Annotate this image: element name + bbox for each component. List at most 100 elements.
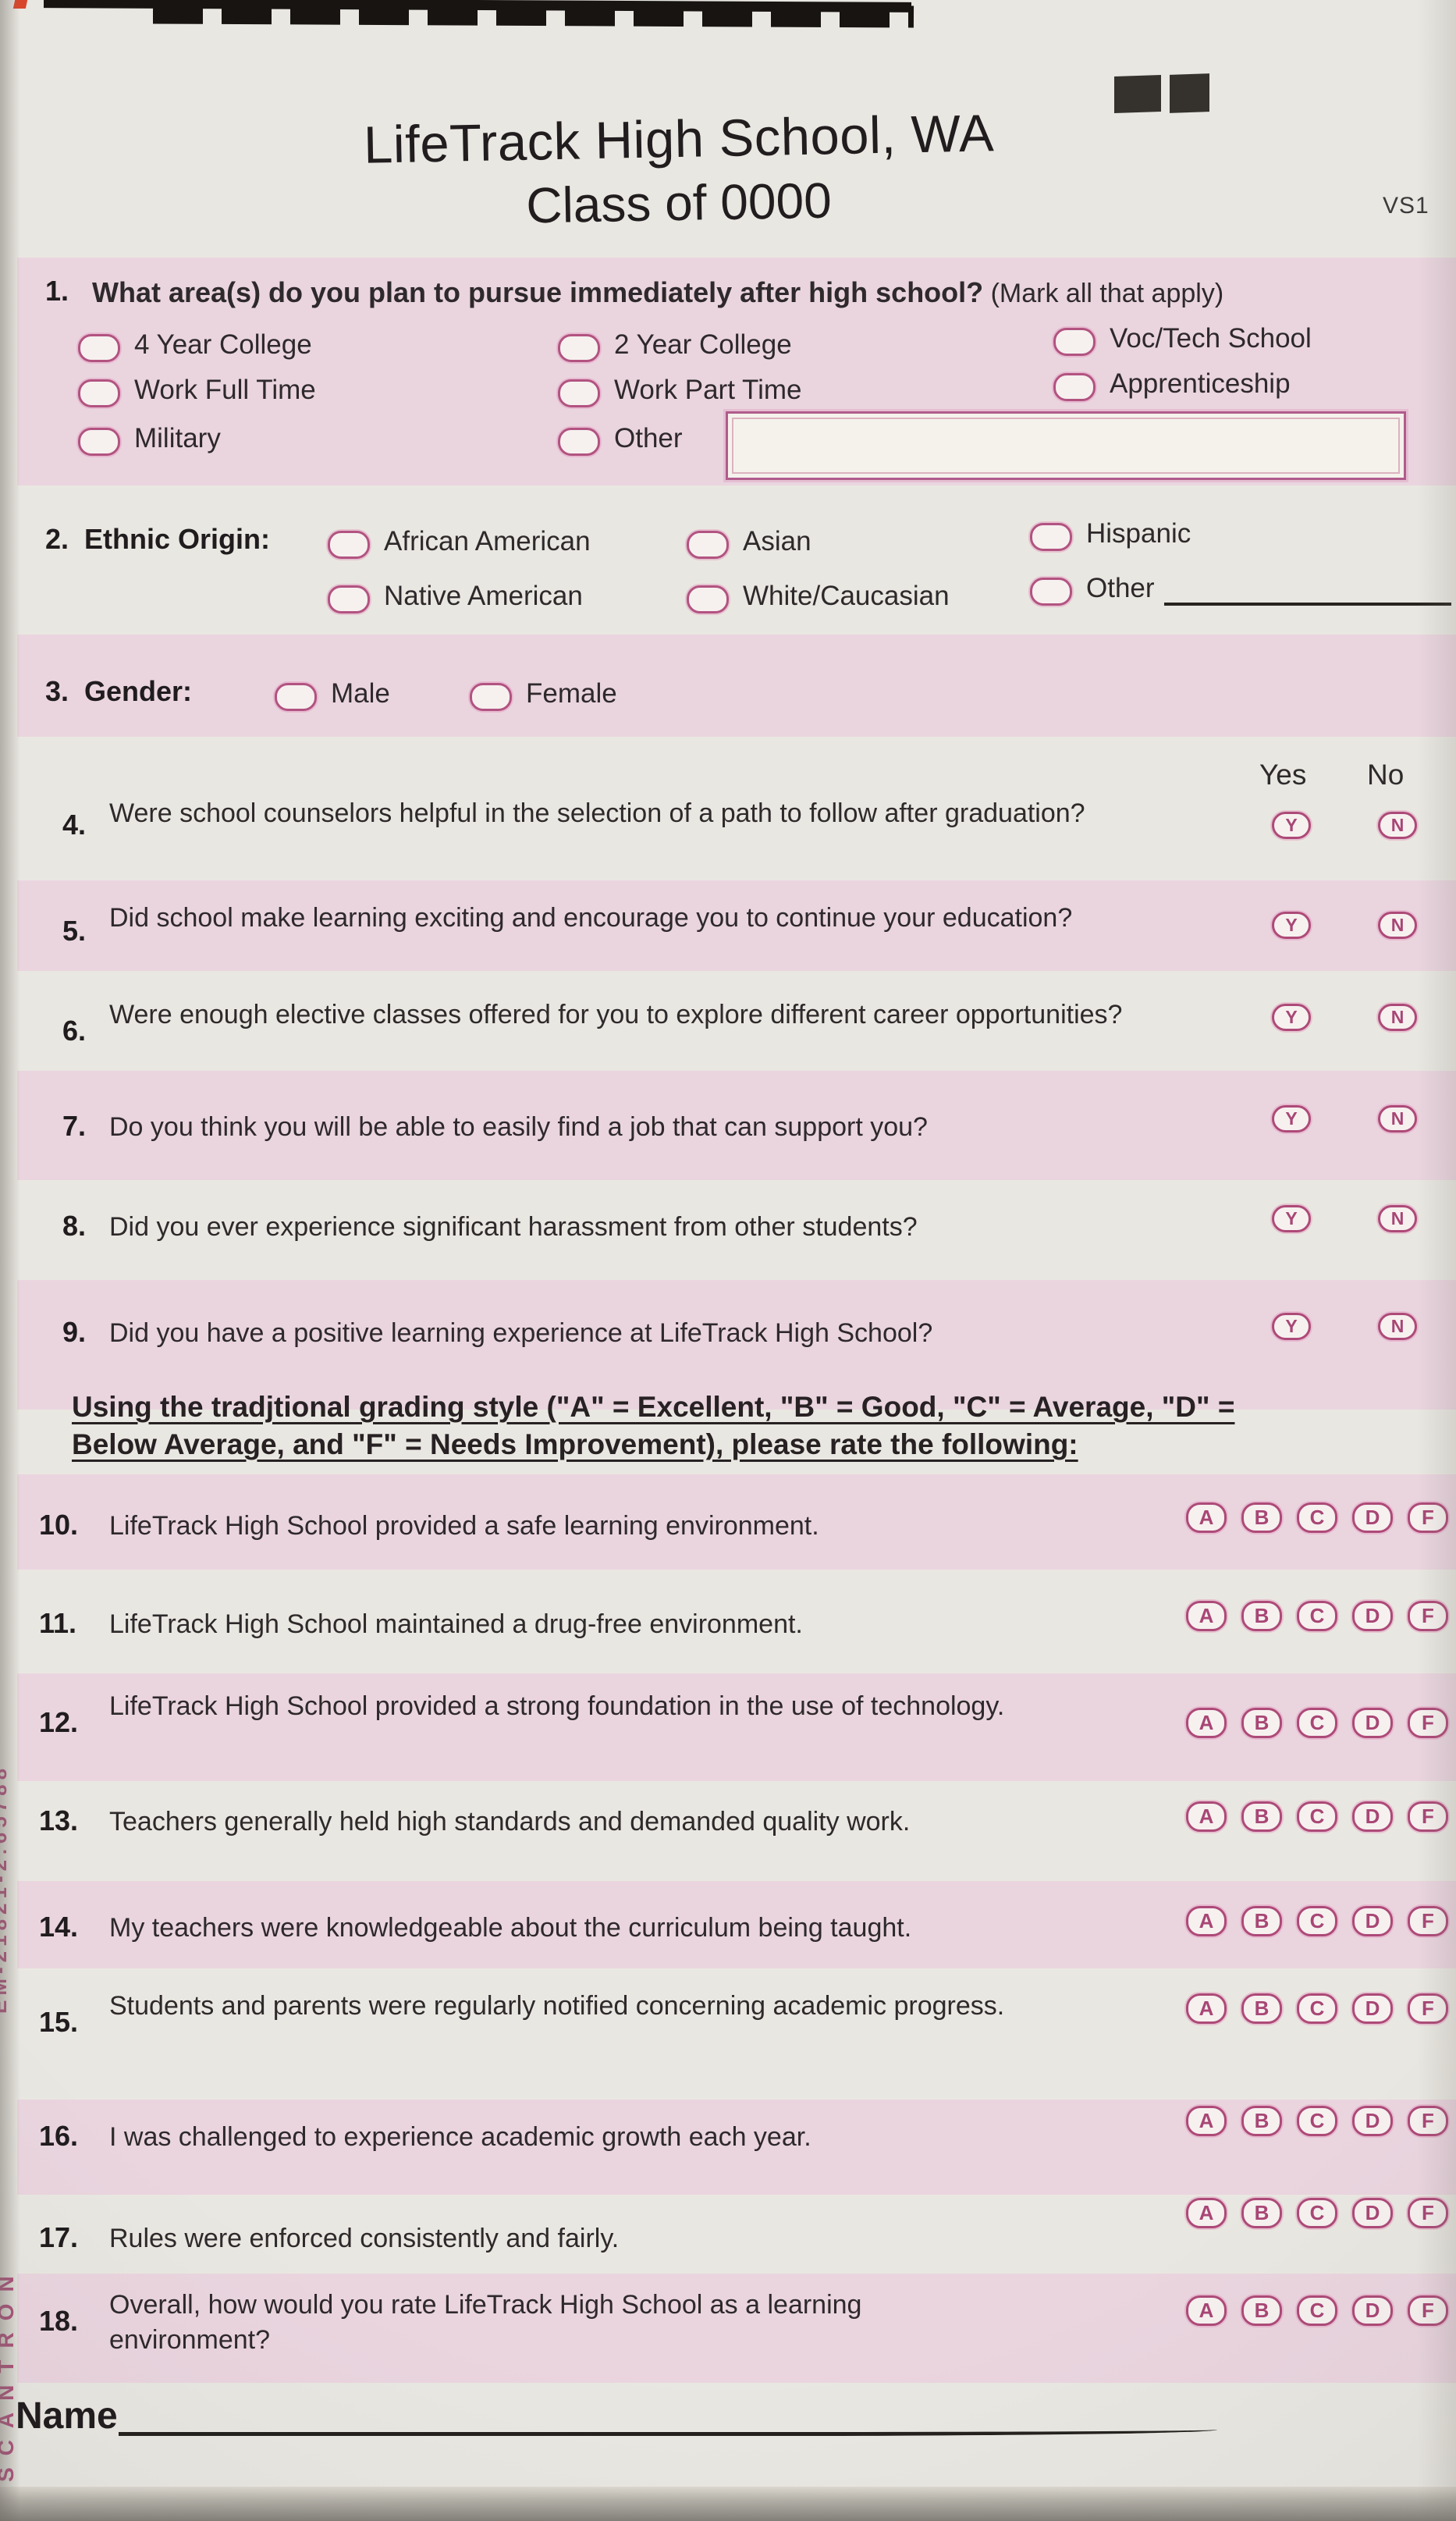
option-military[interactable]: Military	[78, 423, 221, 456]
answer-bubble[interactable]	[78, 428, 120, 456]
q2-other-write-in-line[interactable]	[1164, 559, 1451, 606]
name-write-in-line[interactable]	[119, 2396, 1217, 2436]
bubble-A[interactable]: A	[1186, 1601, 1227, 1631]
bubble-F[interactable]: F	[1408, 1502, 1448, 1533]
bubble-B[interactable]: B	[1241, 2295, 1282, 2326]
question-number: 18.	[39, 2305, 79, 2337]
bubble-C[interactable]: C	[1297, 2295, 1337, 2326]
question-number: 2.	[45, 523, 69, 555]
question-number: 4.	[62, 809, 87, 841]
bubble-D[interactable]: D	[1352, 1708, 1393, 1738]
answer-bubble[interactable]	[1030, 523, 1072, 551]
option-male[interactable]: Male	[275, 678, 390, 711]
answer-bubble[interactable]	[78, 379, 120, 407]
bubble-C[interactable]: C	[1297, 1993, 1337, 2024]
answer-bubble[interactable]	[558, 428, 600, 456]
bubble-N[interactable]: N	[1378, 912, 1417, 939]
bubble-F[interactable]: F	[1408, 2198, 1448, 2228]
bubble-B[interactable]: B	[1241, 2198, 1282, 2228]
bubble-C[interactable]: C	[1297, 2198, 1337, 2228]
bubble-C[interactable]: C	[1297, 2106, 1337, 2136]
bubble-D[interactable]: D	[1352, 1993, 1393, 2024]
bubble-F[interactable]: F	[1408, 1906, 1448, 1936]
bubble-B[interactable]: B	[1241, 2106, 1282, 2136]
bubble-D[interactable]: D	[1352, 2106, 1393, 2136]
bubble-D[interactable]: D	[1352, 1801, 1393, 1832]
bubble-Y[interactable]: Y	[1272, 812, 1311, 839]
bubble-D[interactable]: D	[1352, 2198, 1393, 2228]
option-asian[interactable]: Asian	[687, 526, 811, 559]
option-4-year-college[interactable]: 4 Year College	[78, 329, 312, 362]
option-work-part-time[interactable]: Work Part Time	[558, 375, 802, 407]
option-native-american[interactable]: Native American	[328, 581, 583, 613]
option-ethnic-other[interactable]: Other	[1030, 573, 1155, 606]
answer-bubble[interactable]	[1030, 578, 1072, 606]
bubble-A[interactable]: A	[1186, 2295, 1227, 2326]
bubble-N[interactable]: N	[1378, 812, 1417, 839]
bubble-C[interactable]: C	[1297, 1801, 1337, 1832]
option-hispanic[interactable]: Hispanic	[1030, 518, 1191, 551]
option-voc-tech-school[interactable]: Voc/Tech School	[1053, 323, 1312, 356]
q1-other-input[interactable]	[726, 411, 1406, 480]
bubble-A[interactable]: A	[1186, 1801, 1227, 1832]
question-text: Did you have a positive learning experie…	[109, 1318, 933, 1348]
bubble-F[interactable]: F	[1408, 1801, 1448, 1832]
bubble-A[interactable]: A	[1186, 2198, 1227, 2228]
option-other[interactable]: Other	[558, 423, 683, 456]
bubble-B[interactable]: B	[1241, 1601, 1282, 1631]
bubble-C[interactable]: C	[1297, 1906, 1337, 1936]
bubble-Y[interactable]: Y	[1272, 1313, 1311, 1340]
bubble-D[interactable]: D	[1352, 1502, 1393, 1533]
bubble-Y[interactable]: Y	[1272, 1105, 1311, 1132]
answer-bubble[interactable]	[470, 683, 512, 711]
bubble-C[interactable]: C	[1297, 1502, 1337, 1533]
answer-bubble[interactable]	[1053, 328, 1096, 356]
answer-bubble[interactable]	[1053, 373, 1096, 401]
bubble-C[interactable]: C	[1297, 1601, 1337, 1631]
option-white-caucasian[interactable]: White/Caucasian	[687, 581, 950, 613]
bubble-A[interactable]: A	[1186, 2106, 1227, 2136]
option-2-year-college[interactable]: 2 Year College	[558, 329, 792, 362]
bubble-Y[interactable]: Y	[1272, 1004, 1311, 1031]
bubble-B[interactable]: B	[1241, 1708, 1282, 1738]
bubble-D[interactable]: D	[1352, 1601, 1393, 1631]
answer-bubble[interactable]	[275, 683, 317, 711]
bubble-B[interactable]: B	[1241, 1906, 1282, 1936]
answer-bubble[interactable]	[78, 334, 120, 362]
answer-bubble[interactable]	[558, 334, 600, 362]
option-apprenticeship[interactable]: Apprenticeship	[1053, 368, 1291, 401]
option-female[interactable]: Female	[470, 678, 617, 711]
bubble-F[interactable]: F	[1408, 1601, 1448, 1631]
bubble-A[interactable]: A	[1186, 1906, 1227, 1936]
bubble-B[interactable]: B	[1241, 1801, 1282, 1832]
bubble-A[interactable]: A	[1186, 1502, 1227, 1533]
bubble-B[interactable]: B	[1241, 1502, 1282, 1533]
bubble-F[interactable]: F	[1408, 1708, 1448, 1738]
bubble-Y[interactable]: Y	[1272, 912, 1311, 939]
answer-bubble[interactable]	[687, 531, 729, 559]
bubble-N[interactable]: N	[1378, 1004, 1417, 1031]
bubble-F[interactable]: F	[1408, 2106, 1448, 2136]
answer-bubble[interactable]	[328, 585, 370, 613]
bubble-F[interactable]: F	[1408, 1993, 1448, 2024]
bubble-C[interactable]: C	[1297, 1708, 1337, 1738]
bubble-Y[interactable]: Y	[1272, 1205, 1311, 1232]
bubble-A[interactable]: A	[1186, 1708, 1227, 1738]
answer-bubble[interactable]	[328, 531, 370, 559]
bubble-D[interactable]: D	[1352, 2295, 1393, 2326]
option-african-american[interactable]: African American	[328, 526, 591, 559]
bubble-A[interactable]: A	[1186, 1993, 1227, 2024]
bubble-D[interactable]: D	[1352, 1906, 1393, 1936]
bubble-F[interactable]: F	[1408, 2295, 1448, 2326]
option-work-full-time[interactable]: Work Full Time	[78, 375, 316, 407]
bubble-N[interactable]: N	[1378, 1313, 1417, 1340]
answer-bubble[interactable]	[558, 379, 600, 407]
bubble-B[interactable]: B	[1241, 1993, 1282, 2024]
bubble-N[interactable]: N	[1378, 1105, 1417, 1132]
bubble-N[interactable]: N	[1378, 1205, 1417, 1232]
answer-bubble[interactable]	[687, 585, 729, 613]
